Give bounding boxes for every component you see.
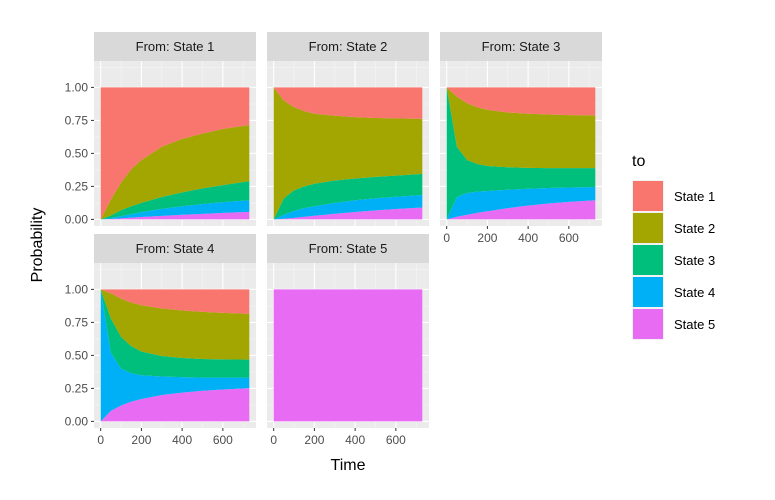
area-state-3-from-state-3	[446, 87, 596, 220]
legend-swatch	[633, 277, 663, 307]
y-tick-label: 1.00	[65, 282, 89, 296]
legend-label: State 4	[674, 285, 715, 300]
x-tick-label: 200	[304, 433, 324, 447]
legend-item-state-1: State 1	[632, 180, 715, 212]
x-tick-label: 200	[477, 231, 497, 245]
legend: to State 1 State 2 State 3 State 4 State 5	[632, 153, 715, 340]
area-state-1-from-state-2	[273, 87, 423, 119]
area-state-5-from-state-2	[273, 207, 423, 220]
x-tick-label: 400	[345, 433, 365, 447]
area-state-1-from-state-3	[446, 87, 596, 116]
legend-label: State 5	[674, 317, 715, 332]
area-state-3-from-state-4	[100, 289, 250, 378]
facet-panel-from-state-3: From: State 3 0 200 400 600	[440, 32, 602, 245]
legend-label: State 3	[674, 253, 715, 268]
facet-strip-label: From: State 3	[482, 39, 561, 54]
y-tick-label: 1.00	[65, 80, 89, 94]
x-tick-label: 600	[559, 231, 579, 245]
legend-swatch	[633, 309, 663, 339]
facet-panel-from-state-5: From: State 5 0 200 400 600	[267, 234, 429, 447]
y-tick-label: 0.75	[65, 315, 89, 329]
x-tick-label: 400	[172, 433, 192, 447]
legend-title: to	[632, 153, 645, 170]
area-state-5-from-state-4	[100, 388, 250, 422]
legend-item-state-5: State 5	[632, 308, 715, 340]
legend-swatch	[633, 181, 663, 211]
facet-strip-label: From: State 5	[309, 241, 388, 256]
area-state-3-from-state-1	[100, 181, 250, 220]
area-state-2-from-state-3	[446, 87, 596, 169]
legend-swatch	[633, 245, 663, 275]
y-tick-label: 0.25	[65, 179, 89, 193]
y-tick-label: 0.00	[65, 414, 89, 428]
facet-panel-from-state-4: From: State 4 0.00 0.25 0.50 0.75 1.00 0 200 400…	[65, 234, 256, 447]
facet-panel-from-state-2: From: State 2	[267, 32, 429, 226]
legend-label: State 1	[674, 189, 715, 204]
area-state-5-from-state-3	[446, 200, 596, 220]
y-tick-label: 0.75	[65, 113, 89, 127]
legend-item-state-4: State 4	[632, 276, 715, 308]
facet-panel-from-state-1: From: State 1 0.00 0.25 0.50 0.75 1.00	[65, 32, 256, 226]
x-tick-label: 400	[518, 231, 538, 245]
legend-swatch	[633, 213, 663, 243]
x-axis-title: Time	[331, 457, 366, 474]
area-state-5-from-state-1	[100, 211, 250, 220]
x-tick-label: 200	[131, 433, 151, 447]
legend-item-state-2: State 2	[632, 212, 715, 244]
y-axis-title: Probability	[29, 208, 46, 283]
x-tick-label: 0	[97, 433, 104, 447]
x-tick-label: 0	[270, 433, 277, 447]
facet-strip-label: From: State 2	[309, 39, 388, 54]
legend-item-state-3: State 3	[632, 244, 715, 276]
area-state-1-from-state-4	[100, 289, 250, 314]
area-state-2-from-state-1	[100, 125, 250, 220]
facet-strip	[440, 32, 602, 61]
y-tick-label: 0.50	[65, 348, 89, 362]
area-state-5-from-state-5	[273, 289, 423, 422]
area-state-4-from-state-3	[446, 187, 596, 220]
x-tick-label: 600	[386, 433, 406, 447]
facet-strip	[94, 32, 256, 61]
facet-strip-label: From: State 4	[136, 241, 215, 256]
x-tick-label: 0	[443, 231, 450, 245]
facet-strip	[94, 234, 256, 263]
area-state-2-from-state-4	[100, 289, 250, 360]
facet-strip	[267, 32, 429, 61]
legend-label: State 2	[674, 221, 715, 236]
area-state-4-from-state-4	[100, 289, 250, 422]
facet-strip	[267, 234, 429, 263]
y-tick-label: 0.50	[65, 146, 89, 160]
area-state-1-from-state-1	[100, 87, 250, 220]
y-tick-label: 0.25	[65, 381, 89, 395]
x-tick-label: 600	[213, 433, 233, 447]
facet-strip-label: From: State 1	[136, 39, 215, 54]
area-state-4-from-state-1	[100, 200, 250, 220]
area-state-2-from-state-2	[273, 87, 423, 220]
area-state-3-from-state-2	[273, 173, 423, 220]
area-state-4-from-state-2	[273, 194, 423, 220]
y-tick-label: 0.00	[65, 212, 89, 226]
